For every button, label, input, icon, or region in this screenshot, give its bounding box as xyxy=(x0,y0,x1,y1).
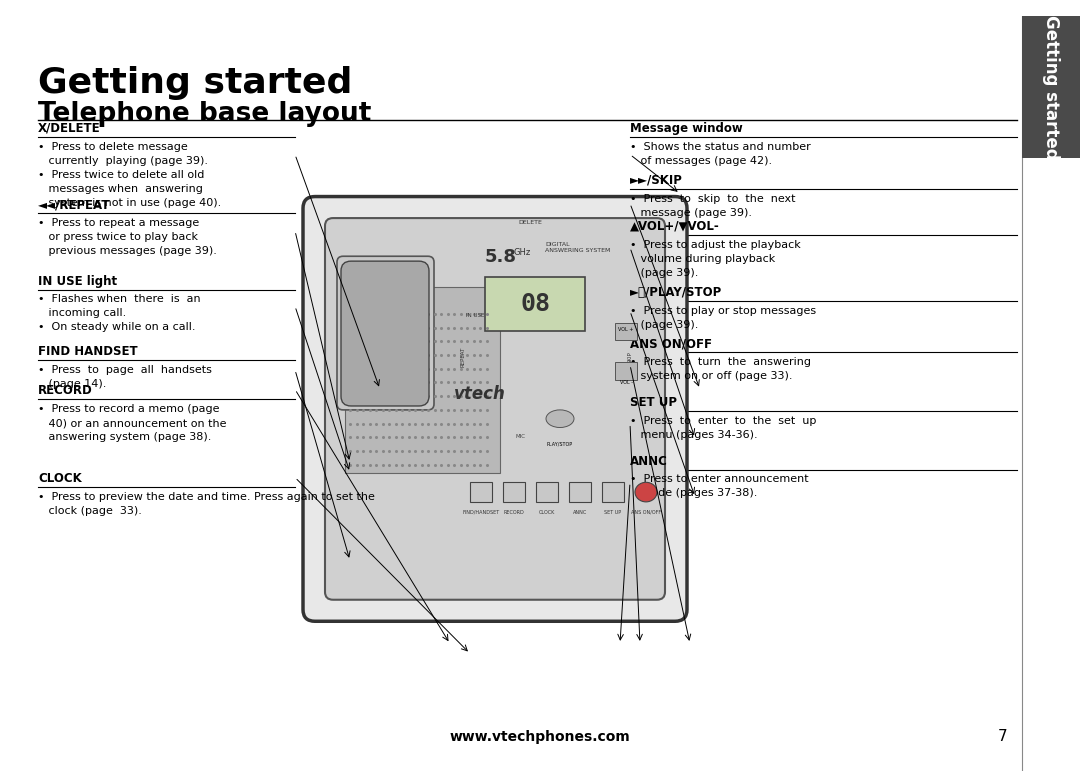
Text: CLOCK: CLOCK xyxy=(38,473,82,485)
Text: •  Press to play or stop messages
   (page 39).: • Press to play or stop messages (page 3… xyxy=(630,306,816,330)
Text: www.vtechphones.com: www.vtechphones.com xyxy=(449,729,631,743)
Text: Getting started: Getting started xyxy=(38,66,352,100)
Text: RECORD: RECORD xyxy=(503,510,525,515)
Text: ◄◄/REPEAT: ◄◄/REPEAT xyxy=(38,198,110,211)
Text: 7: 7 xyxy=(997,729,1007,743)
Text: IN USE light: IN USE light xyxy=(38,274,117,288)
FancyBboxPatch shape xyxy=(337,256,434,410)
Bar xyxy=(569,483,591,502)
Bar xyxy=(485,277,585,331)
Text: •  Press  to  skip  to  the  next
   message (page 39).: • Press to skip to the next message (pag… xyxy=(630,194,796,217)
Bar xyxy=(503,483,525,502)
Text: SET UP: SET UP xyxy=(630,396,677,409)
Text: •  Press to preview the date and time. Press again to set the
   clock (page  33: • Press to preview the date and time. Pr… xyxy=(38,492,375,516)
Text: VOL -: VOL - xyxy=(620,380,633,386)
Text: SET UP: SET UP xyxy=(605,510,622,515)
Text: ▲VOL+/▼VOL-: ▲VOL+/▼VOL- xyxy=(630,220,719,233)
Text: •  Press  to  page  all  handsets
   (page 14).: • Press to page all handsets (page 14). xyxy=(38,365,212,389)
Text: •  Press to record a memo (page
   40) or an announcement on the
   answering sy: • Press to record a memo (page 40) or an… xyxy=(38,404,227,442)
Text: RECORD: RECORD xyxy=(38,384,93,397)
Text: FIND HANDSET: FIND HANDSET xyxy=(38,345,137,358)
Text: •  Flashes when  there  is  an
   incoming call.
•  On steady while on a call.: • Flashes when there is an incoming call… xyxy=(38,295,201,332)
Text: •  Press to adjust the playback
   volume during playback
   (page 39).: • Press to adjust the playback volume du… xyxy=(630,240,800,278)
Text: CLOCK: CLOCK xyxy=(539,510,555,515)
Bar xyxy=(470,483,492,502)
Text: •  Press  to  enter  to  the  set  up
   menu (pages 34-36).: • Press to enter to the set up menu (pag… xyxy=(630,416,816,439)
Text: ANNC: ANNC xyxy=(572,510,588,515)
Text: ►⏸/PLAY/STOP: ►⏸/PLAY/STOP xyxy=(630,286,723,299)
Text: •  Press to enter announcement
   mode (pages 37-38).: • Press to enter announcement mode (page… xyxy=(630,474,809,499)
Text: Message window: Message window xyxy=(630,122,743,135)
FancyBboxPatch shape xyxy=(325,218,665,600)
Text: IN USE: IN USE xyxy=(465,314,484,318)
Text: X/DELETE: X/DELETE xyxy=(38,122,100,135)
Text: Telephone base layout: Telephone base layout xyxy=(38,101,372,126)
Text: DIGITAL
ANSWERING SYSTEM: DIGITAL ANSWERING SYSTEM xyxy=(545,242,610,253)
Bar xyxy=(602,483,624,502)
Text: FIND/HANDSET: FIND/HANDSET xyxy=(462,510,500,515)
FancyBboxPatch shape xyxy=(341,261,429,406)
Text: Getting started: Getting started xyxy=(1042,15,1059,160)
Bar xyxy=(1022,16,1080,158)
Text: VOL +: VOL + xyxy=(619,327,634,332)
Ellipse shape xyxy=(635,483,657,502)
Text: ►►/SKIP: ►►/SKIP xyxy=(630,173,683,187)
Bar xyxy=(345,287,500,473)
Text: •  Press to delete message
   currently  playing (page 39).
•  Press twice to de: • Press to delete message currently play… xyxy=(38,142,221,207)
Text: •  Press to repeat a message
   or press twice to play back
   previous messages: • Press to repeat a message or press twi… xyxy=(38,218,217,256)
Text: vtech: vtech xyxy=(454,386,505,403)
Text: SKIP: SKIP xyxy=(627,351,633,363)
Text: ANS ON/OFF: ANS ON/OFF xyxy=(630,337,712,350)
Ellipse shape xyxy=(546,410,573,427)
FancyBboxPatch shape xyxy=(303,197,687,621)
Text: ANS ON/OFF: ANS ON/OFF xyxy=(631,510,661,515)
Text: •  Press  to  turn  the  answering
   system on or off (page 33).: • Press to turn the answering system on … xyxy=(630,357,811,381)
Text: GHz: GHz xyxy=(513,247,530,257)
Text: ANNC: ANNC xyxy=(630,455,667,468)
Text: MIC: MIC xyxy=(515,434,525,439)
Text: 5.8: 5.8 xyxy=(485,248,517,266)
Text: •  Shows the status and number
   of messages (page 42).: • Shows the status and number of message… xyxy=(630,142,811,166)
Bar xyxy=(615,362,637,379)
Bar xyxy=(536,483,558,502)
Text: REPEAT: REPEAT xyxy=(460,347,465,367)
Text: DELETE: DELETE xyxy=(518,221,542,225)
Text: PLAY/STOP: PLAY/STOP xyxy=(546,441,573,446)
Text: 08: 08 xyxy=(519,291,550,315)
Bar xyxy=(615,323,637,341)
